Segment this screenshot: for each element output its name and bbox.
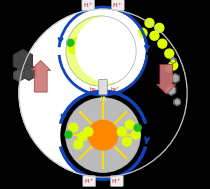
Circle shape bbox=[61, 93, 145, 177]
Circle shape bbox=[145, 19, 154, 27]
Circle shape bbox=[131, 130, 140, 139]
Polygon shape bbox=[171, 57, 176, 64]
Polygon shape bbox=[167, 85, 176, 95]
Circle shape bbox=[134, 124, 141, 131]
Circle shape bbox=[19, 9, 187, 177]
Text: H$^+$: H$^+$ bbox=[112, 177, 122, 186]
Circle shape bbox=[74, 140, 83, 149]
Wedge shape bbox=[103, 9, 187, 177]
Text: H$^+$: H$^+$ bbox=[84, 177, 94, 186]
Circle shape bbox=[122, 137, 131, 146]
Circle shape bbox=[64, 12, 142, 90]
Circle shape bbox=[66, 16, 136, 86]
Polygon shape bbox=[13, 50, 32, 71]
Circle shape bbox=[61, 9, 145, 93]
Circle shape bbox=[68, 44, 78, 53]
Circle shape bbox=[138, 28, 147, 37]
Text: H$^+$: H$^+$ bbox=[83, 1, 94, 10]
Circle shape bbox=[84, 127, 93, 136]
Circle shape bbox=[66, 98, 140, 172]
FancyBboxPatch shape bbox=[99, 79, 107, 95]
Circle shape bbox=[69, 123, 78, 132]
FancyArrow shape bbox=[156, 64, 176, 94]
Circle shape bbox=[155, 23, 164, 32]
Circle shape bbox=[67, 39, 74, 46]
Polygon shape bbox=[174, 98, 180, 105]
Circle shape bbox=[150, 31, 159, 40]
Circle shape bbox=[78, 132, 87, 141]
Text: H$^+$: H$^+$ bbox=[112, 1, 123, 10]
Circle shape bbox=[165, 49, 174, 58]
Circle shape bbox=[158, 39, 167, 48]
Circle shape bbox=[82, 34, 92, 44]
Circle shape bbox=[72, 38, 82, 48]
Circle shape bbox=[65, 131, 72, 138]
Text: hν': hν' bbox=[111, 87, 119, 92]
Circle shape bbox=[125, 120, 134, 129]
Polygon shape bbox=[171, 74, 179, 83]
Circle shape bbox=[76, 16, 142, 82]
Polygon shape bbox=[166, 64, 173, 72]
Circle shape bbox=[169, 61, 178, 70]
Polygon shape bbox=[14, 69, 24, 81]
Circle shape bbox=[77, 46, 87, 56]
Text: hν: hν bbox=[90, 87, 96, 92]
Circle shape bbox=[88, 120, 118, 150]
FancyArrow shape bbox=[31, 60, 51, 92]
Circle shape bbox=[117, 127, 126, 136]
Polygon shape bbox=[22, 64, 36, 80]
